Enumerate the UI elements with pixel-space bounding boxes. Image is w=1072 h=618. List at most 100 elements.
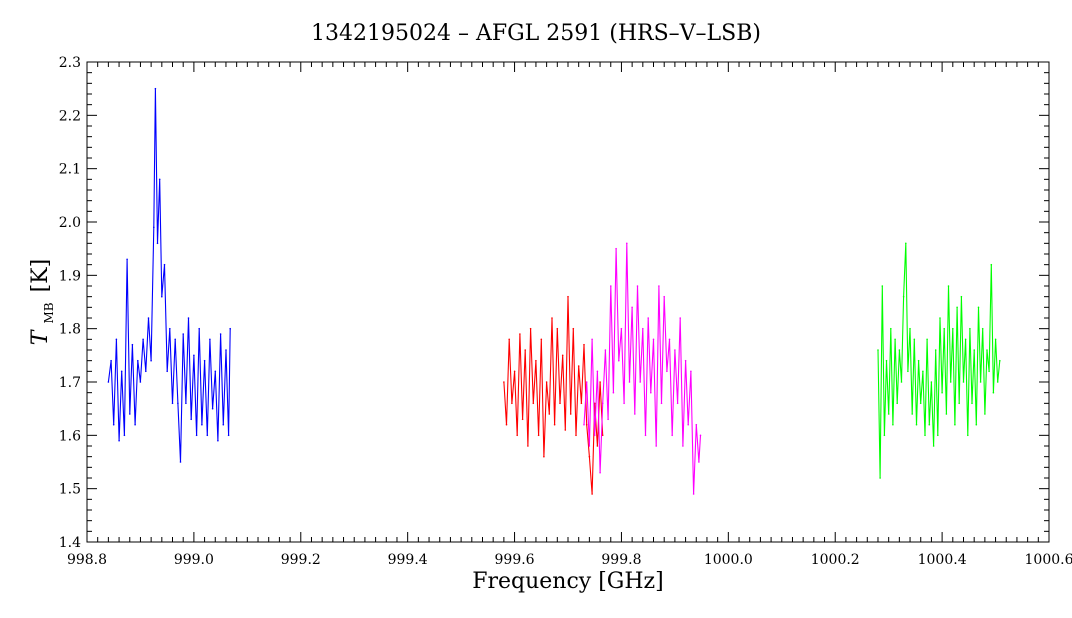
data-point-3-31 bbox=[943, 327, 945, 330]
data-point-1-30 bbox=[583, 343, 585, 346]
data-point-3-6 bbox=[890, 327, 892, 330]
data-point-1-21 bbox=[559, 402, 561, 405]
data-point-2-42 bbox=[695, 423, 698, 426]
data-point-3-51 bbox=[986, 349, 988, 351]
chart-title: 1342195024 – AFGL 2591 (HRS–V–LSB) bbox=[311, 21, 761, 46]
data-point-0-23 bbox=[166, 370, 168, 373]
data-point-3-5 bbox=[887, 413, 890, 415]
data-point-1-29 bbox=[580, 402, 583, 405]
data-point-3-23 bbox=[926, 338, 928, 341]
data-point-0-1 bbox=[110, 359, 112, 362]
data-point-0-3 bbox=[115, 338, 118, 341]
data-point-2-22 bbox=[642, 327, 644, 330]
data-point-2-32 bbox=[668, 338, 671, 341]
data-point-3-21 bbox=[922, 370, 924, 373]
data-point-2-34 bbox=[674, 349, 676, 351]
series-0 bbox=[107, 87, 231, 463]
data-point-3-14 bbox=[907, 370, 909, 373]
data-point-2-27 bbox=[655, 445, 657, 447]
y-axis-label-unit: [K] bbox=[28, 259, 53, 293]
data-point-1-23 bbox=[564, 429, 567, 431]
y-tick-label: 1.5 bbox=[59, 482, 81, 498]
data-point-2-44 bbox=[699, 434, 702, 437]
data-point-2-17 bbox=[628, 381, 631, 383]
data-point-2-9 bbox=[607, 418, 609, 421]
x-tick-label: 999.4 bbox=[388, 552, 428, 568]
series-1 bbox=[503, 295, 604, 495]
x-tick-label: 998.8 bbox=[67, 552, 107, 568]
data-point-3-38 bbox=[958, 402, 960, 405]
data-point-2-21 bbox=[639, 381, 641, 383]
data-point-3-22 bbox=[924, 434, 926, 437]
data-point-1-19 bbox=[553, 423, 556, 426]
tick-layer bbox=[86, 61, 1050, 543]
data-point-2-41 bbox=[692, 493, 695, 495]
data-point-1-2 bbox=[508, 338, 511, 341]
data-point-0-30 bbox=[185, 402, 187, 405]
y-tick-label: 2.0 bbox=[59, 215, 81, 231]
data-point-1-9 bbox=[527, 445, 529, 447]
data-point-1-25 bbox=[569, 413, 572, 415]
data-point-3-47 bbox=[977, 306, 980, 309]
data-point-2-18 bbox=[631, 306, 633, 309]
data-point-2-36 bbox=[679, 317, 681, 319]
data-point-3-41 bbox=[964, 338, 967, 341]
y-tick-label: 1.8 bbox=[59, 322, 81, 338]
data-point-3-29 bbox=[939, 317, 941, 319]
data-point-3-33 bbox=[947, 285, 950, 287]
data-point-0-37 bbox=[203, 359, 206, 362]
data-point-0-40 bbox=[211, 407, 214, 410]
data-point-3-15 bbox=[909, 327, 911, 330]
data-point-3-27 bbox=[934, 349, 937, 351]
data-point-3-48 bbox=[979, 381, 982, 383]
data-point-2-38 bbox=[684, 359, 687, 362]
data-point-3-49 bbox=[981, 327, 984, 330]
data-point-3-46 bbox=[975, 423, 978, 426]
data-point-0-39 bbox=[209, 338, 211, 341]
data-point-3-35 bbox=[952, 327, 954, 330]
data-point-3-9 bbox=[896, 402, 898, 405]
data-point-3-8 bbox=[894, 338, 896, 341]
data-point-2-29 bbox=[660, 402, 663, 405]
y-tick-label: 1.7 bbox=[59, 375, 81, 391]
data-point-3-36 bbox=[954, 423, 956, 426]
data-point-1-4 bbox=[513, 370, 516, 373]
data-point-0-5 bbox=[120, 370, 123, 373]
data-point-1-15 bbox=[543, 455, 545, 458]
data-point-2-3 bbox=[591, 338, 593, 341]
data-point-0-13 bbox=[142, 338, 144, 341]
data-point-3-54 bbox=[992, 391, 995, 394]
data-point-3-13 bbox=[905, 242, 907, 245]
data-point-3-53 bbox=[990, 263, 993, 266]
y-axis-label-main: T bbox=[28, 328, 53, 345]
data-point-3-3 bbox=[883, 434, 886, 437]
data-point-1-35 bbox=[596, 445, 599, 447]
data-point-2-1 bbox=[585, 381, 588, 383]
data-point-3-2 bbox=[881, 285, 884, 287]
data-point-2-10 bbox=[610, 285, 612, 287]
data-point-3-26 bbox=[932, 445, 935, 447]
data-point-0-7 bbox=[126, 258, 128, 261]
data-point-0-25 bbox=[171, 402, 174, 405]
y-tick-label: 1.4 bbox=[59, 535, 81, 551]
data-point-3-45 bbox=[973, 349, 975, 351]
data-point-0-43 bbox=[219, 333, 222, 335]
data-point-1-1 bbox=[505, 423, 508, 426]
data-point-0-34 bbox=[195, 434, 198, 437]
data-point-2-2 bbox=[588, 445, 591, 447]
data-point-0-38 bbox=[206, 434, 209, 437]
data-point-2-43 bbox=[698, 461, 700, 463]
data-point-2-16 bbox=[626, 242, 628, 245]
data-point-0-19 bbox=[156, 242, 159, 245]
data-point-1-8 bbox=[524, 349, 526, 351]
data-point-1-10 bbox=[529, 327, 532, 330]
y-axis-label-sub: MB bbox=[42, 302, 56, 323]
x-tick-label: 999.2 bbox=[281, 552, 321, 568]
data-point-3-50 bbox=[984, 413, 986, 415]
data-point-3-40 bbox=[962, 381, 965, 383]
series-line-1 bbox=[503, 296, 604, 495]
series-line-3 bbox=[877, 243, 1001, 479]
data-point-3-28 bbox=[937, 434, 939, 437]
data-point-1-3 bbox=[511, 402, 513, 405]
data-point-1-28 bbox=[577, 365, 580, 367]
